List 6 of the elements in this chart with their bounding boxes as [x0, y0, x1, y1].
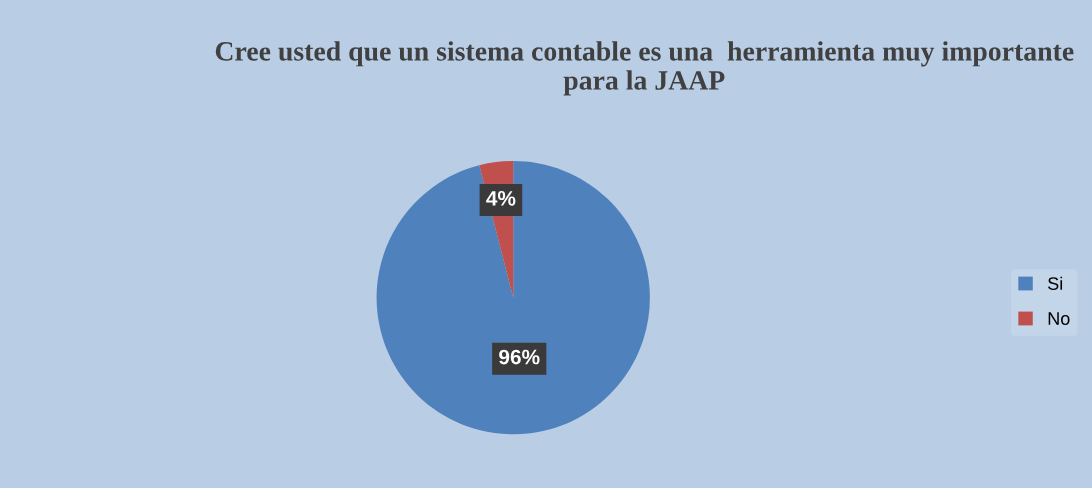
data-label: 4%	[486, 190, 516, 206]
legend-label: Si	[1048, 276, 1063, 290]
pie-slice	[376, 161, 650, 435]
chart-title: Cree usted que un sistema contable es una herramienta muy importante para la JAAP	[215, 41, 1074, 96]
data-label: 96%	[499, 349, 540, 365]
legend-label: No	[1048, 312, 1070, 325]
